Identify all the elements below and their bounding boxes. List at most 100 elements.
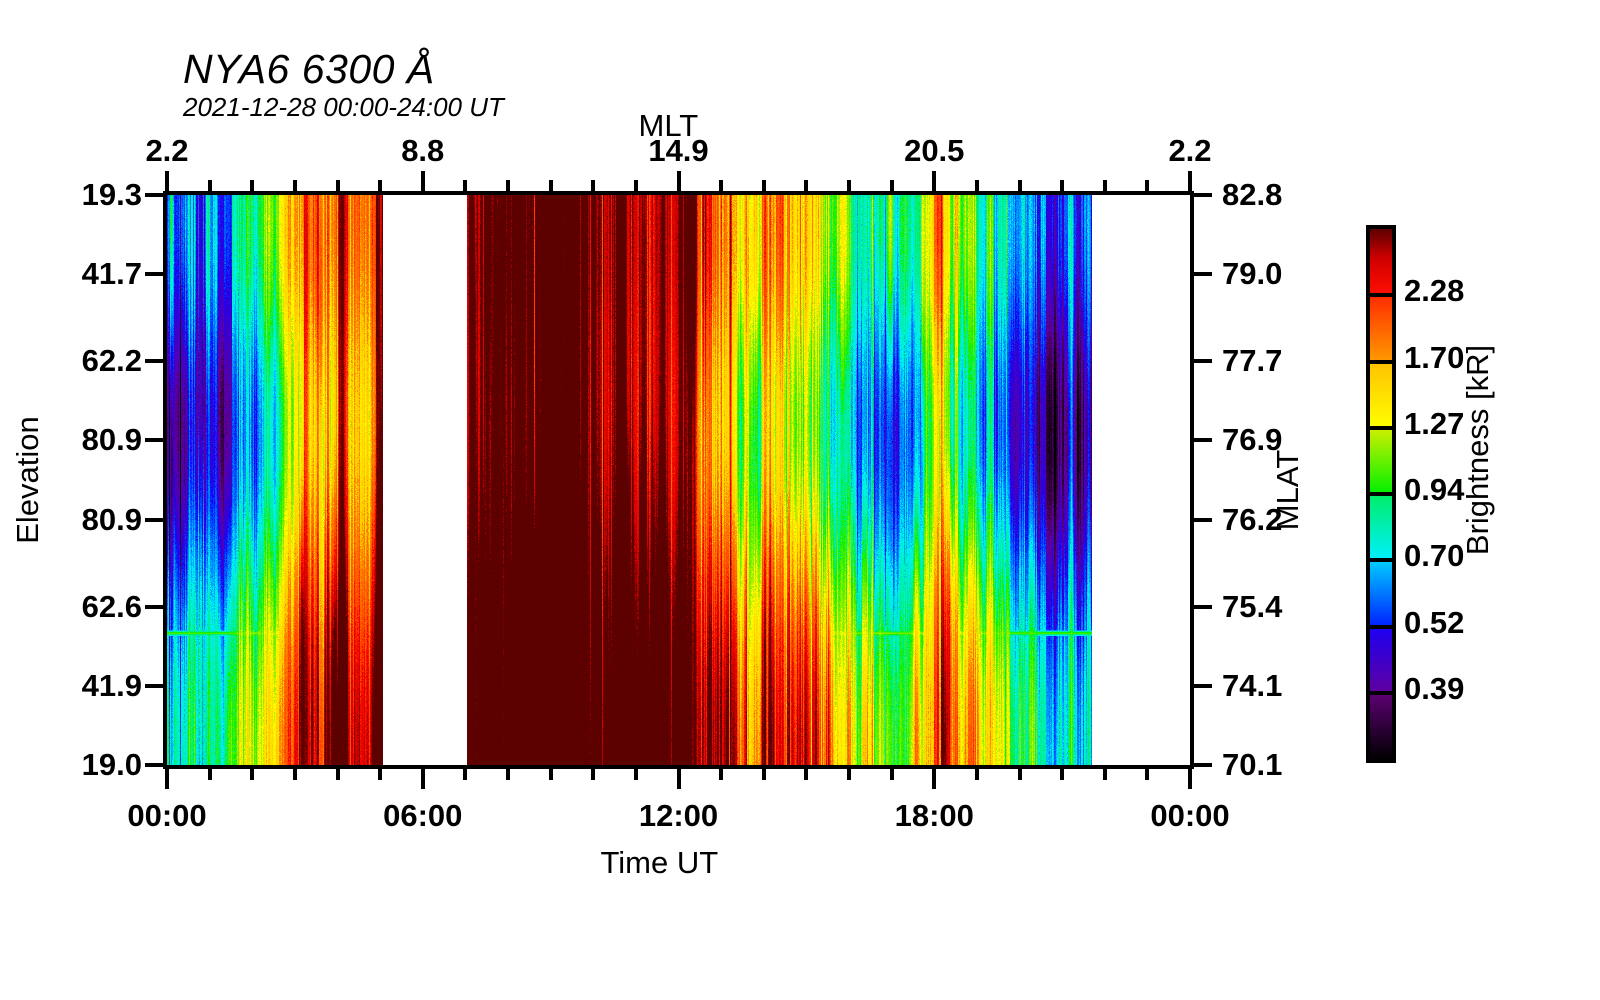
colorbar-segment-divider <box>1370 690 1392 695</box>
bottom-axis-major-tick <box>1188 767 1192 789</box>
figure-title: NYA6 6300 Å <box>183 46 435 92</box>
right-axis-tick <box>1192 438 1212 443</box>
bottom-axis-minor-tick <box>378 767 383 780</box>
right-axis-tick-label: 76.2 <box>1222 501 1283 537</box>
bottom-axis-tick-label: 18:00 <box>894 798 974 833</box>
bottom-axis-major-tick <box>676 767 681 789</box>
bottom-axis-minor-tick <box>335 767 340 780</box>
bottom-axis-tick-label: 00:00 <box>1150 798 1230 833</box>
left-axis-tick <box>145 517 165 522</box>
bottom-axis-minor-tick <box>633 767 638 780</box>
right-axis-tick <box>1192 604 1212 609</box>
top-axis-minor-tick <box>804 180 809 193</box>
top-axis-minor-tick <box>1145 180 1150 193</box>
left-axis-tick-label: 62.2 <box>81 343 142 379</box>
left-axis-tick-label: 62.6 <box>81 588 142 624</box>
left-axis-tick <box>145 438 165 443</box>
colorbar-segment-divider <box>1370 492 1392 496</box>
top-axis-minor-tick <box>506 180 510 193</box>
top-axis-label: MLT <box>638 108 699 143</box>
top-axis-minor-tick <box>633 180 638 193</box>
bottom-axis-minor-tick <box>847 767 851 780</box>
left-axis-tick <box>145 763 165 767</box>
colorbar-tick-label: 0.52 <box>1404 604 1465 640</box>
bottom-axis-major-tick <box>165 767 169 789</box>
right-axis-tick-label: 82.8 <box>1222 177 1283 212</box>
colorbar-tick-label: 1.27 <box>1404 405 1465 441</box>
top-axis-minor-tick <box>378 180 383 193</box>
colorbar-tick-label: 0.39 <box>1404 670 1465 706</box>
bottom-axis-tick-label: 06:00 <box>383 798 463 833</box>
right-axis-tick-label: 77.7 <box>1222 343 1283 379</box>
right-axis-tick-label: 74.1 <box>1222 667 1283 703</box>
right-axis-tick-label: 70.1 <box>1222 747 1283 782</box>
left-axis-tick-label: 80.9 <box>81 422 142 458</box>
bottom-axis-minor-tick <box>250 767 255 780</box>
left-axis-tick <box>145 604 165 609</box>
bottom-axis-minor-tick <box>1060 767 1065 780</box>
colorbar-tick-label: 0.70 <box>1404 538 1465 574</box>
left-axis-tick-label: 19.3 <box>81 177 142 212</box>
colorbar-tick-label: 1.70 <box>1404 339 1465 375</box>
bottom-axis-minor-tick <box>463 767 468 780</box>
bottom-axis-minor-tick <box>761 767 766 780</box>
top-axis-major-tick <box>932 171 937 193</box>
left-axis-tick <box>145 359 165 364</box>
bottom-axis-minor-tick <box>1102 767 1107 780</box>
left-axis-tick-label: 80.9 <box>81 501 142 537</box>
colorbar-segment-divider <box>1370 293 1392 298</box>
left-axis-tick-label: 41.7 <box>81 256 142 292</box>
top-axis-minor-tick <box>1017 180 1022 193</box>
left-axis-tick <box>145 193 165 197</box>
left-axis-tick <box>145 272 165 277</box>
colorbar-segment-divider <box>1370 624 1392 629</box>
top-axis-minor-tick <box>974 180 979 193</box>
bottom-axis-major-tick <box>932 767 937 789</box>
top-axis-minor-tick <box>335 180 340 193</box>
right-axis-tick <box>1192 517 1212 522</box>
figure-subtitle: 2021-12-28 00:00-24:00 UT <box>183 92 504 122</box>
top-axis-minor-tick <box>591 180 596 193</box>
top-axis-minor-tick <box>1060 180 1065 193</box>
top-axis-minor-tick <box>250 180 255 193</box>
top-axis-minor-tick <box>761 180 766 193</box>
colorbar-tick-label: 0.94 <box>1404 472 1465 507</box>
right-axis-tick <box>1192 272 1212 277</box>
top-axis-major-tick <box>420 171 425 193</box>
top-axis-major-tick <box>1188 171 1192 193</box>
right-axis-tick-label: 79.0 <box>1222 256 1283 292</box>
left-axis-tick <box>145 683 165 688</box>
right-axis-tick <box>1192 193 1212 197</box>
top-axis-minor-tick <box>548 180 553 193</box>
top-axis-tick-label: 20.5 <box>904 133 965 168</box>
bottom-axis-minor-tick <box>292 767 297 780</box>
bottom-axis-minor-tick <box>207 767 212 780</box>
top-axis-tick-label: 2.2 <box>145 133 189 168</box>
top-axis-tick-label: 14.9 <box>648 133 709 168</box>
right-axis-tick-label: 75.4 <box>1222 588 1283 624</box>
right-axis-tick <box>1192 763 1212 767</box>
top-axis-minor-tick <box>719 180 724 193</box>
bottom-axis-tick-label: 00:00 <box>127 798 207 833</box>
top-axis-minor-tick <box>889 180 894 193</box>
colorbar-segment-divider <box>1370 425 1392 430</box>
top-axis-minor-tick <box>292 180 297 193</box>
colorbar-label: Brightness [kR] <box>1460 344 1495 556</box>
right-axis-tick <box>1192 683 1212 688</box>
bottom-axis-tick-label: 12:00 <box>638 798 719 833</box>
bottom-axis-minor-tick <box>1017 767 1022 780</box>
keogram-plot-area <box>163 191 1194 769</box>
left-axis-tick-label: 41.9 <box>81 667 142 703</box>
bottom-axis-minor-tick <box>719 767 724 780</box>
keogram-image <box>167 195 1190 765</box>
top-axis-minor-tick <box>207 180 212 193</box>
bottom-axis-minor-tick <box>804 767 809 780</box>
left-axis-label: Elevation <box>10 416 45 544</box>
top-axis-minor-tick <box>1102 180 1107 193</box>
bottom-axis-minor-tick <box>591 767 596 780</box>
right-axis-tick <box>1192 359 1212 364</box>
colorbar-segment-divider <box>1370 558 1392 563</box>
top-axis-minor-tick <box>847 180 851 193</box>
right-axis-tick-label: 76.9 <box>1222 422 1283 458</box>
